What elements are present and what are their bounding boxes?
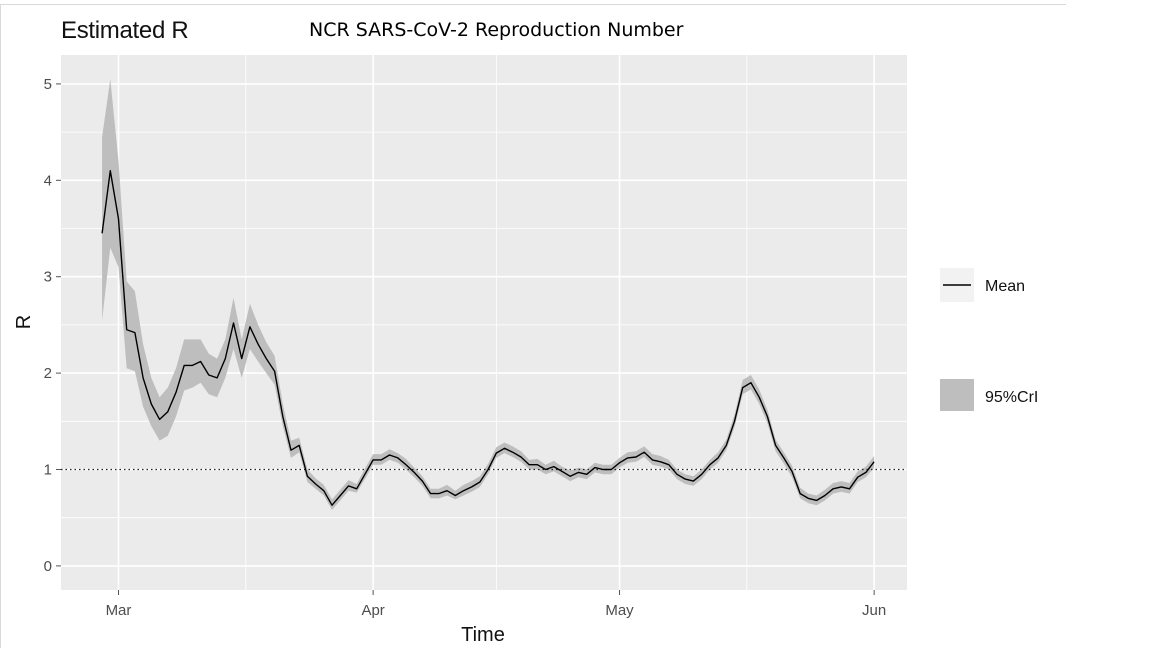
- axis-ticks: [56, 83, 875, 595]
- x-tick-label: May: [605, 602, 634, 619]
- y-tick-label: 3: [44, 269, 52, 286]
- y-tick-label: 0: [44, 558, 52, 575]
- mean-r-line: [101, 170, 875, 506]
- x-tick-label: Jun: [862, 602, 886, 619]
- legend-label-mean: Mean: [985, 278, 1025, 295]
- chart-title: NCR SARS-CoV-2 Reproduction Number: [309, 19, 684, 41]
- frame-left-border: [0, 4, 1, 648]
- y-tick-label: 2: [44, 365, 52, 382]
- x-tick-labels: Mar Apr May Jun: [106, 602, 887, 619]
- legend: Mean 95%CrI: [940, 268, 1038, 411]
- chart-subtitle: Estimated R: [61, 17, 189, 44]
- x-tick-label: Apr: [361, 602, 384, 619]
- y-tick-label: 4: [44, 172, 52, 189]
- frame-top-border: [0, 4, 1066, 5]
- plot-panel: [61, 55, 907, 590]
- y-axis-title: R: [13, 315, 35, 329]
- y-tick-labels: 0 1 2 3 4 5: [44, 76, 52, 575]
- legend-label-crI: 95%CrI: [985, 389, 1038, 406]
- legend-item-crI: 95%CrI: [940, 379, 1038, 411]
- y-tick-label: 1: [44, 462, 52, 479]
- legend-key-ribbon: [940, 379, 974, 411]
- x-axis-title: Time: [461, 624, 505, 646]
- y-tick-label: 5: [44, 76, 52, 93]
- x-tick-label: Mar: [106, 602, 132, 619]
- minor-gridlines: [61, 55, 907, 590]
- major-gridlines: [61, 55, 907, 590]
- legend-item-mean: Mean: [940, 268, 1025, 302]
